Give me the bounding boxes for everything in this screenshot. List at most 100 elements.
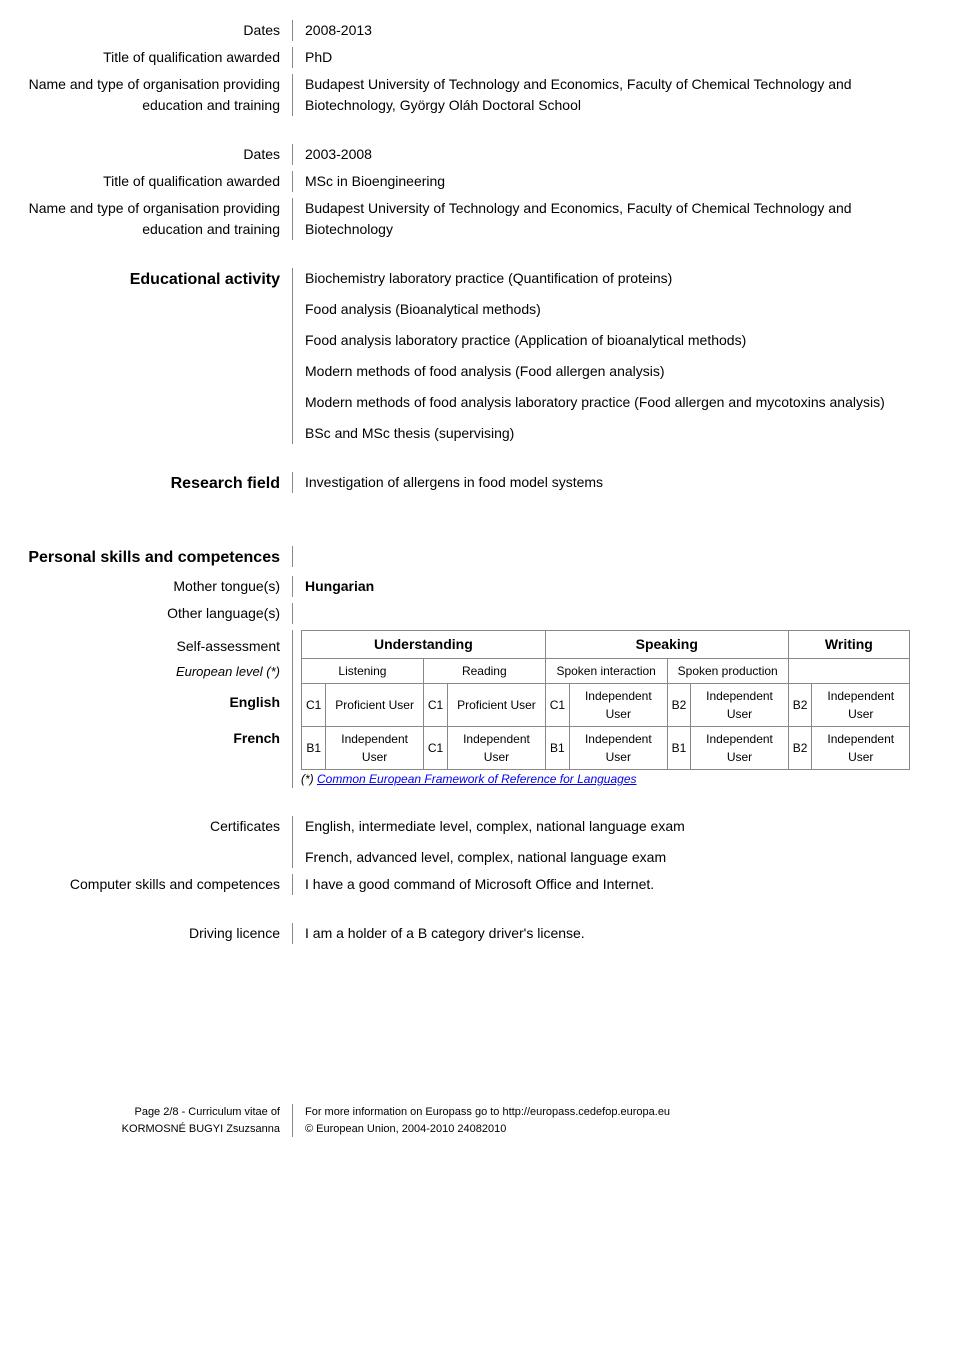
cv-page: Dates 2008-2013 Title of qualification a… xyxy=(0,0,960,1157)
mother-tongue-value: Hungarian xyxy=(292,576,910,597)
lang-cell: B2 xyxy=(788,684,812,727)
driving-value: I am a holder of a B category driver's l… xyxy=(292,923,910,944)
certificates-label: Certificates xyxy=(20,816,292,837)
lang-cell: C1 xyxy=(545,684,569,727)
skills-header-empty xyxy=(292,546,910,567)
eduact-item: Modern methods of food analysis (Food al… xyxy=(305,361,910,382)
edu2-title-row: Title of qualification awarded MSc in Bi… xyxy=(20,171,910,192)
lang-cell: B1 xyxy=(302,727,326,770)
driving-row: Driving licence I am a holder of a B cat… xyxy=(20,923,910,944)
eduact-label: Educational activity xyxy=(20,268,292,292)
edu2-title-label: Title of qualification awarded xyxy=(20,171,292,192)
lang-cell: B1 xyxy=(545,727,569,770)
research-value: Investigation of allergens in food model… xyxy=(292,472,910,493)
lang-english-label: English xyxy=(20,686,280,722)
cefr-link[interactable]: Common European Framework of Reference f… xyxy=(317,772,637,786)
lang-cell: Proficient User xyxy=(448,684,546,727)
edu1-org-value: Budapest University of Technology and Ec… xyxy=(292,74,910,116)
euro-level-label: European level (*) xyxy=(20,662,280,686)
certificates-value: English, intermediate level, complex, na… xyxy=(292,816,910,868)
lang-table-row: Self-assessment European level (*) Engli… xyxy=(20,630,910,788)
certificates-row: Certificates English, intermediate level… xyxy=(20,816,910,868)
lang-cell: Independent User xyxy=(326,727,424,770)
lang-row-french: B1 Independent User C1 Independent User … xyxy=(302,727,910,770)
computer-label: Computer skills and competences xyxy=(20,874,292,895)
lang-table-wrap: Understanding Speaking Writing Listening… xyxy=(292,630,910,788)
skills-header-row: Personal skills and competences xyxy=(20,546,910,570)
other-lang-empty xyxy=(292,603,910,624)
eduact-value: Biochemistry laboratory practice (Quanti… xyxy=(292,268,910,444)
lang-cell: Independent User xyxy=(570,727,668,770)
eduact-item: Biochemistry laboratory practice (Quanti… xyxy=(305,268,910,289)
lang-cell: B1 xyxy=(667,727,691,770)
lang-cell: C1 xyxy=(423,684,447,727)
lang-cell: Independent User xyxy=(570,684,668,727)
lang-group-writing: Writing xyxy=(788,631,909,659)
eduact-item: Food analysis (Bioanalytical methods) xyxy=(305,299,910,320)
edu1-title-row: Title of qualification awarded PhD xyxy=(20,47,910,68)
lang-note: (*) Common European Framework of Referen… xyxy=(301,770,910,788)
research-row: Research field Investigation of allergen… xyxy=(20,472,910,496)
page-footer: Page 2/8 - Curriculum vitae of KORMOSNÉ … xyxy=(20,1104,910,1137)
certificate-item: French, advanced level, complex, nationa… xyxy=(305,847,910,868)
lang-group-speaking: Speaking xyxy=(545,631,788,659)
eduact-item: BSc and MSc thesis (supervising) xyxy=(305,423,910,444)
computer-value: I have a good command of Microsoft Offic… xyxy=(292,874,910,895)
skills-header: Personal skills and competences xyxy=(20,546,292,570)
language-table: Understanding Speaking Writing Listening… xyxy=(301,630,910,770)
footer-page: Page 2/8 - Curriculum vitae of xyxy=(20,1104,280,1121)
lang-note-prefix: (*) xyxy=(301,772,317,786)
lang-sub-spoken-prod: Spoken production xyxy=(667,659,788,684)
lang-cell: Independent User xyxy=(448,727,546,770)
footer-right: For more information on Europass go to h… xyxy=(292,1104,910,1137)
lang-row-english: C1 Proficient User C1 Proficient User C1… xyxy=(302,684,910,727)
edu1-dates-label: Dates xyxy=(20,20,292,41)
edu1-dates-value: 2008-2013 xyxy=(292,20,910,41)
lang-cell: Independent User xyxy=(691,727,789,770)
lang-cell: Independent User xyxy=(691,684,789,727)
edu2-org-value: Budapest University of Technology and Ec… xyxy=(292,198,910,240)
footer-copyright: © European Union, 2004-2010 24082010 xyxy=(305,1121,910,1138)
lang-header-groups: Understanding Speaking Writing xyxy=(302,631,910,659)
other-lang-row: Other language(s) xyxy=(20,603,910,624)
lang-french-label: French xyxy=(20,722,280,758)
edu2-dates-value: 2003-2008 xyxy=(292,144,910,165)
lang-sub-reading: Reading xyxy=(423,659,545,684)
edu2-dates-row: Dates 2003-2008 xyxy=(20,144,910,165)
lang-header-subs: Listening Reading Spoken interaction Spo… xyxy=(302,659,910,684)
research-label: Research field xyxy=(20,472,292,496)
computer-row: Computer skills and competences I have a… xyxy=(20,874,910,895)
edu1-org-label: Name and type of organisation providing … xyxy=(20,74,292,116)
lang-sub-listening: Listening xyxy=(302,659,424,684)
eduact-row: Educational activity Biochemistry labora… xyxy=(20,268,910,444)
lang-cell: C1 xyxy=(423,727,447,770)
eduact-item: Food analysis laboratory practice (Appli… xyxy=(305,330,910,351)
footer-left: Page 2/8 - Curriculum vitae of KORMOSNÉ … xyxy=(20,1104,292,1137)
edu1-title-value: PhD xyxy=(292,47,910,68)
mother-tongue-row: Mother tongue(s) Hungarian xyxy=(20,576,910,597)
lang-cell: Independent User xyxy=(812,727,910,770)
self-assessment-label: Self-assessment xyxy=(20,636,280,662)
mother-tongue-label: Mother tongue(s) xyxy=(20,576,292,597)
edu1-dates-row: Dates 2008-2013 xyxy=(20,20,910,41)
edu2-org-row: Name and type of organisation providing … xyxy=(20,198,910,240)
lang-cell: Independent User xyxy=(812,684,910,727)
lang-cell: B2 xyxy=(667,684,691,727)
edu2-dates-label: Dates xyxy=(20,144,292,165)
certificate-item: English, intermediate level, complex, na… xyxy=(305,816,910,837)
edu1-org-row: Name and type of organisation providing … xyxy=(20,74,910,116)
lang-cell: Proficient User xyxy=(326,684,424,727)
footer-name: KORMOSNÉ BUGYI Zsuzsanna xyxy=(20,1121,280,1138)
lang-sub-spoken-int: Spoken interaction xyxy=(545,659,667,684)
eduact-item: Modern methods of food analysis laborato… xyxy=(305,392,910,413)
footer-info: For more information on Europass go to h… xyxy=(305,1104,910,1121)
lang-cell: B2 xyxy=(788,727,812,770)
lang-group-understanding: Understanding xyxy=(302,631,546,659)
other-lang-label: Other language(s) xyxy=(20,603,292,624)
lang-sub-writing-empty xyxy=(788,659,909,684)
edu2-org-label: Name and type of organisation providing … xyxy=(20,198,292,240)
driving-label: Driving licence xyxy=(20,923,292,944)
edu1-title-label: Title of qualification awarded xyxy=(20,47,292,68)
lang-cell: C1 xyxy=(302,684,326,727)
edu2-title-value: MSc in Bioengineering xyxy=(292,171,910,192)
